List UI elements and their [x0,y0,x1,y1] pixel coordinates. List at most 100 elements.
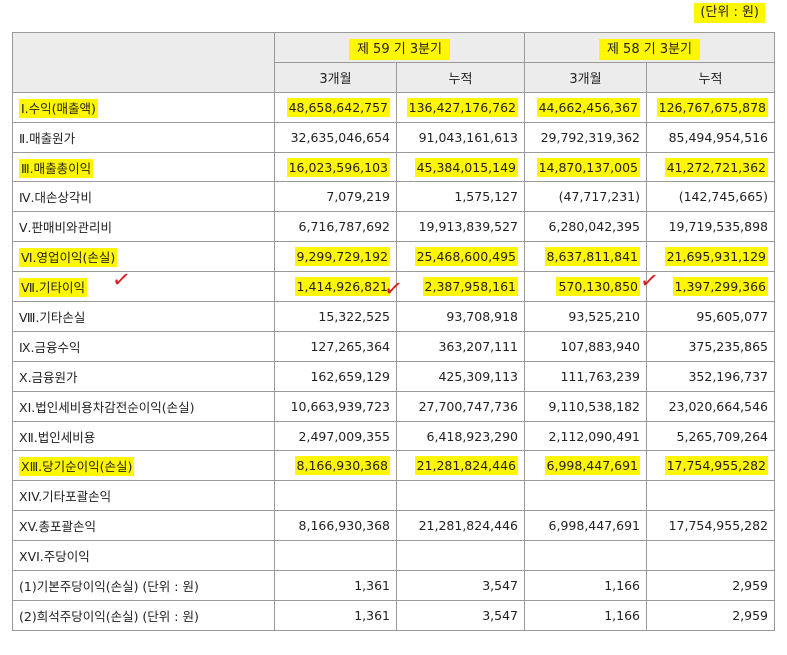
value-cell: 375,235,865 [646,330,775,362]
value-cell: 3,547 [396,570,525,601]
table-row: (2)희석주당이익(손실) (단위 : 원) 1,361 3,547 1,166 2,9… [12,599,775,631]
value-cell: 17,754,955,282 [646,450,775,482]
row-label: Ⅴ.판매비와관리비 [12,211,275,243]
value-cell: 6,418,923,290 [396,420,525,452]
row-label-text: Ⅳ.대손상각비 [19,190,93,206]
value-text: 95,605,077 [696,308,768,324]
value-cell [396,540,525,572]
value-text: 25,468,600,495 [414,247,518,267]
value-cell [274,540,397,572]
value-cell: 27,700,747,736 [396,390,525,422]
row-label: XV.총포괄손익 [12,510,275,542]
check-mark: ✓ [638,267,661,296]
value-cell: 93,525,210 [524,301,647,332]
value-text: 570,130,850 [556,277,640,297]
value-cell: 8,166,930,368 [274,450,397,482]
value-text: 15,322,525 [318,308,390,324]
value-text: 9,110,538,182 [548,398,640,414]
table-body: Ⅰ.수익(매출액) 48,658,642,757 136,427,176,762 44… [12,91,775,631]
value-text: 7,079,219 [326,189,390,205]
value-cell: 126,767,675,878 [646,91,775,123]
table-row: Ⅴ.판매비와관리비 6,716,787,692 19,913,839,527 6,28… [12,211,775,243]
value-cell: 19,913,839,527 [396,211,525,243]
row-label-text: Ⅷ.기타손실 [19,309,86,325]
value-text: 27,700,747,736 [418,398,518,414]
value-cell: 1,361 [274,599,397,631]
table-row: (1)기본주당이익(손실) (단위 : 원) 1,361 3,547 1,166 2,9… [12,570,775,601]
row-label-text: XI.법인세비용차감전순이익(손실) [19,399,195,415]
value-text: 6,998,447,691 [548,518,640,534]
value-text: 2,959 [732,607,768,623]
value-cell [646,540,775,572]
value-text: 1,361 [354,607,390,623]
value-text: 363,207,111 [438,338,518,354]
value-text: 91,043,161,613 [418,129,518,145]
row-label: Ⅲ.매출총이익 [12,151,275,183]
value-cell: 162,659,129 [274,360,397,392]
value-cell [524,540,647,572]
value-cell: 25,468,600,495 [396,241,525,273]
value-text: 93,708,918 [446,308,518,324]
value-cell: 425,309,113 [396,360,525,392]
table-row: XⅢ.당기순이익(손실) 8,166,930,368 21,281,824,446 6… [12,450,775,482]
table-row: Ⅰ.수익(매출액) 48,658,642,757 136,427,176,762 44… [12,91,775,123]
value-text: 6,998,447,691 [544,456,640,476]
value-cell: 21,281,824,446 [396,450,525,482]
table-row: Ⅷ.기타손실 15,322,525 93,708,918 93,525,210 95,6… [12,301,775,332]
value-cell: (142,745,665) [646,181,775,213]
value-cell: 23,020,664,546 [646,390,775,422]
value-cell [524,480,647,512]
value-text: 19,719,535,898 [668,219,768,235]
value-cell: 6,998,447,691 [524,510,647,542]
value-cell [274,480,397,512]
value-cell: 1,397,299,366 [646,271,775,303]
value-cell: 21,695,931,129 [646,241,775,273]
value-text: 425,309,113 [438,368,518,384]
table-row: XIV.기타포괄손익 [12,480,775,512]
table-row: Ⅱ.매출원가 32,635,046,654 91,043,161,613 29,792… [12,121,775,153]
subheader-3months: 3개월 [274,61,397,93]
table-row: Ⅸ.금융수익 127,265,364 363,207,111 107,883,940 3… [12,330,775,362]
row-label: XVI.주당이익 [12,540,275,572]
value-cell [646,480,775,512]
row-label-text: Ⅹ.금융원가 [19,369,78,385]
value-text: 1,414,926,821 [294,277,390,297]
row-label: Ⅳ.대손상각비 [12,181,275,213]
row-label-text: XIV.기타포괄손익 [19,489,112,505]
value-cell [396,480,525,512]
value-text: 17,754,955,282 [664,456,768,476]
value-cell: 6,998,447,691 [524,450,647,482]
value-cell: 2,959 [646,599,775,631]
row-label: (1)기본주당이익(손실) (단위 : 원) [12,570,275,601]
row-label: XIV.기타포괄손익 [12,480,275,512]
value-cell: 85,494,954,516 [646,121,775,153]
value-text: 1,397,299,366 [672,277,768,297]
value-text: 127,265,364 [310,338,390,354]
subheader-3months: 3개월 [524,61,647,93]
value-cell: 1,575,127 [396,181,525,213]
table-row: XI.법인세비용차감전순이익(손실) 10,663,939,723 27,700,7… [12,390,775,422]
header-blank-cell [12,32,275,93]
value-cell: 9,299,729,192 [274,241,397,273]
value-text: 44,662,456,367 [536,97,640,117]
period-58-header: 제 58 기 3분기 [524,32,775,63]
value-cell: (47,717,231) [524,181,647,213]
table-row: Ⅹ.금융원가 162,659,129 425,309,113 111,763,239 3… [12,360,775,392]
row-label: Ⅷ.기타손실 [12,301,275,332]
value-cell: 1,414,926,821 [274,271,397,303]
value-text: 85,494,954,516 [668,129,768,145]
value-text: 17,754,955,282 [668,518,768,534]
value-cell: 16,023,596,103 [274,151,397,183]
value-text: 16,023,596,103 [286,157,390,177]
row-label-text: Ⅱ.매출원가 [19,130,76,146]
period-59-header: 제 59 기 3분기 [274,32,525,63]
subheader-cumulative: 누적 [646,61,775,93]
row-label-text: XⅡ.법인세비용 [19,429,96,445]
row-label: XⅡ.법인세비용 [12,420,275,452]
value-cell: 3,547 [396,599,525,631]
value-text: 21,281,824,446 [414,456,518,476]
value-text: (47,717,231) [558,189,640,205]
value-cell: 111,763,239 [524,360,647,392]
table-row: Ⅶ.기타이익 1,414,926,821 2,387,958,161 570,130,… [12,271,775,303]
value-cell: 8,166,930,368 [274,510,397,542]
